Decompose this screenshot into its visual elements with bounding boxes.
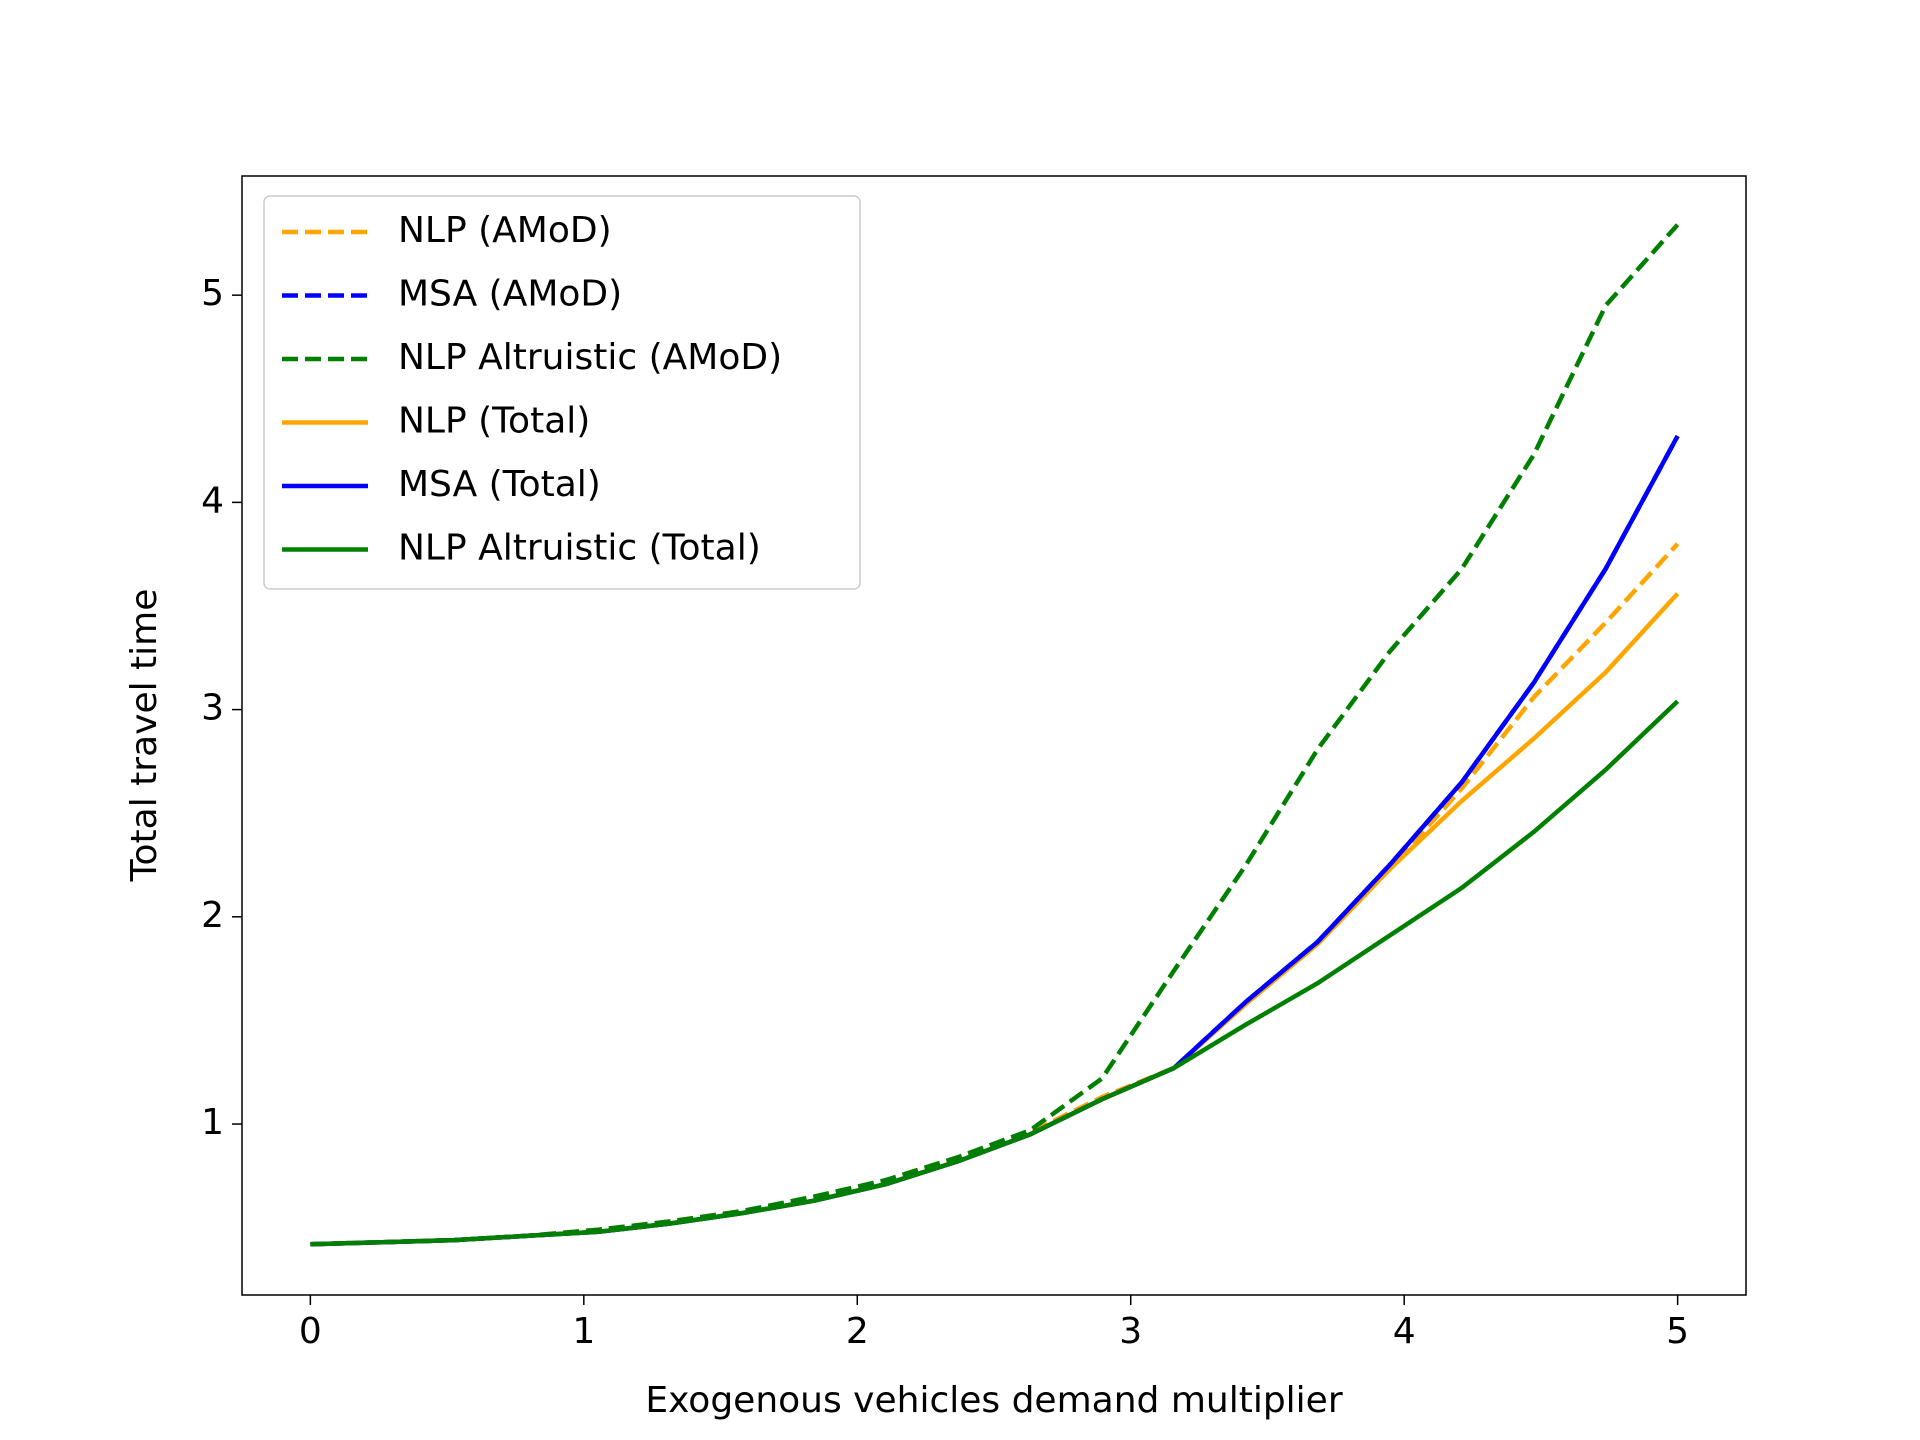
legend-label: MSA (Total) — [398, 464, 601, 505]
y-tick-label: 2 — [201, 895, 224, 936]
y-tick-label: 4 — [201, 480, 224, 521]
y-tick-label: 1 — [201, 1102, 224, 1143]
series-line — [310, 223, 1680, 1247]
x-tick-label: 4 — [1393, 1311, 1416, 1352]
series-line — [310, 699, 1680, 1247]
legend-label: NLP Altruistic (Total) — [398, 528, 761, 569]
x-tick-label: 1 — [572, 1311, 595, 1352]
series-line — [310, 542, 1680, 1247]
x-axis-label: Exogenous vehicles demand multiplier — [645, 1380, 1342, 1421]
legend-box — [263, 195, 861, 590]
x-tick-label: 5 — [1666, 1311, 1689, 1352]
plot-frame — [241, 175, 1747, 1296]
legend-label: NLP (AMoD) — [398, 210, 612, 251]
x-tick-label: 2 — [846, 1311, 869, 1352]
y-axis-label: Total travel time — [124, 589, 165, 883]
y-tick-label: 5 — [201, 273, 224, 314]
legend-label: MSA (AMoD) — [398, 274, 622, 315]
legend-label: NLP (Total) — [398, 401, 590, 442]
x-tick-label: 3 — [1119, 1311, 1142, 1352]
y-tick-label: 3 — [201, 688, 224, 729]
legend-label: NLP Altruistic (AMoD) — [398, 337, 782, 378]
x-tick-label: 0 — [299, 1311, 322, 1352]
